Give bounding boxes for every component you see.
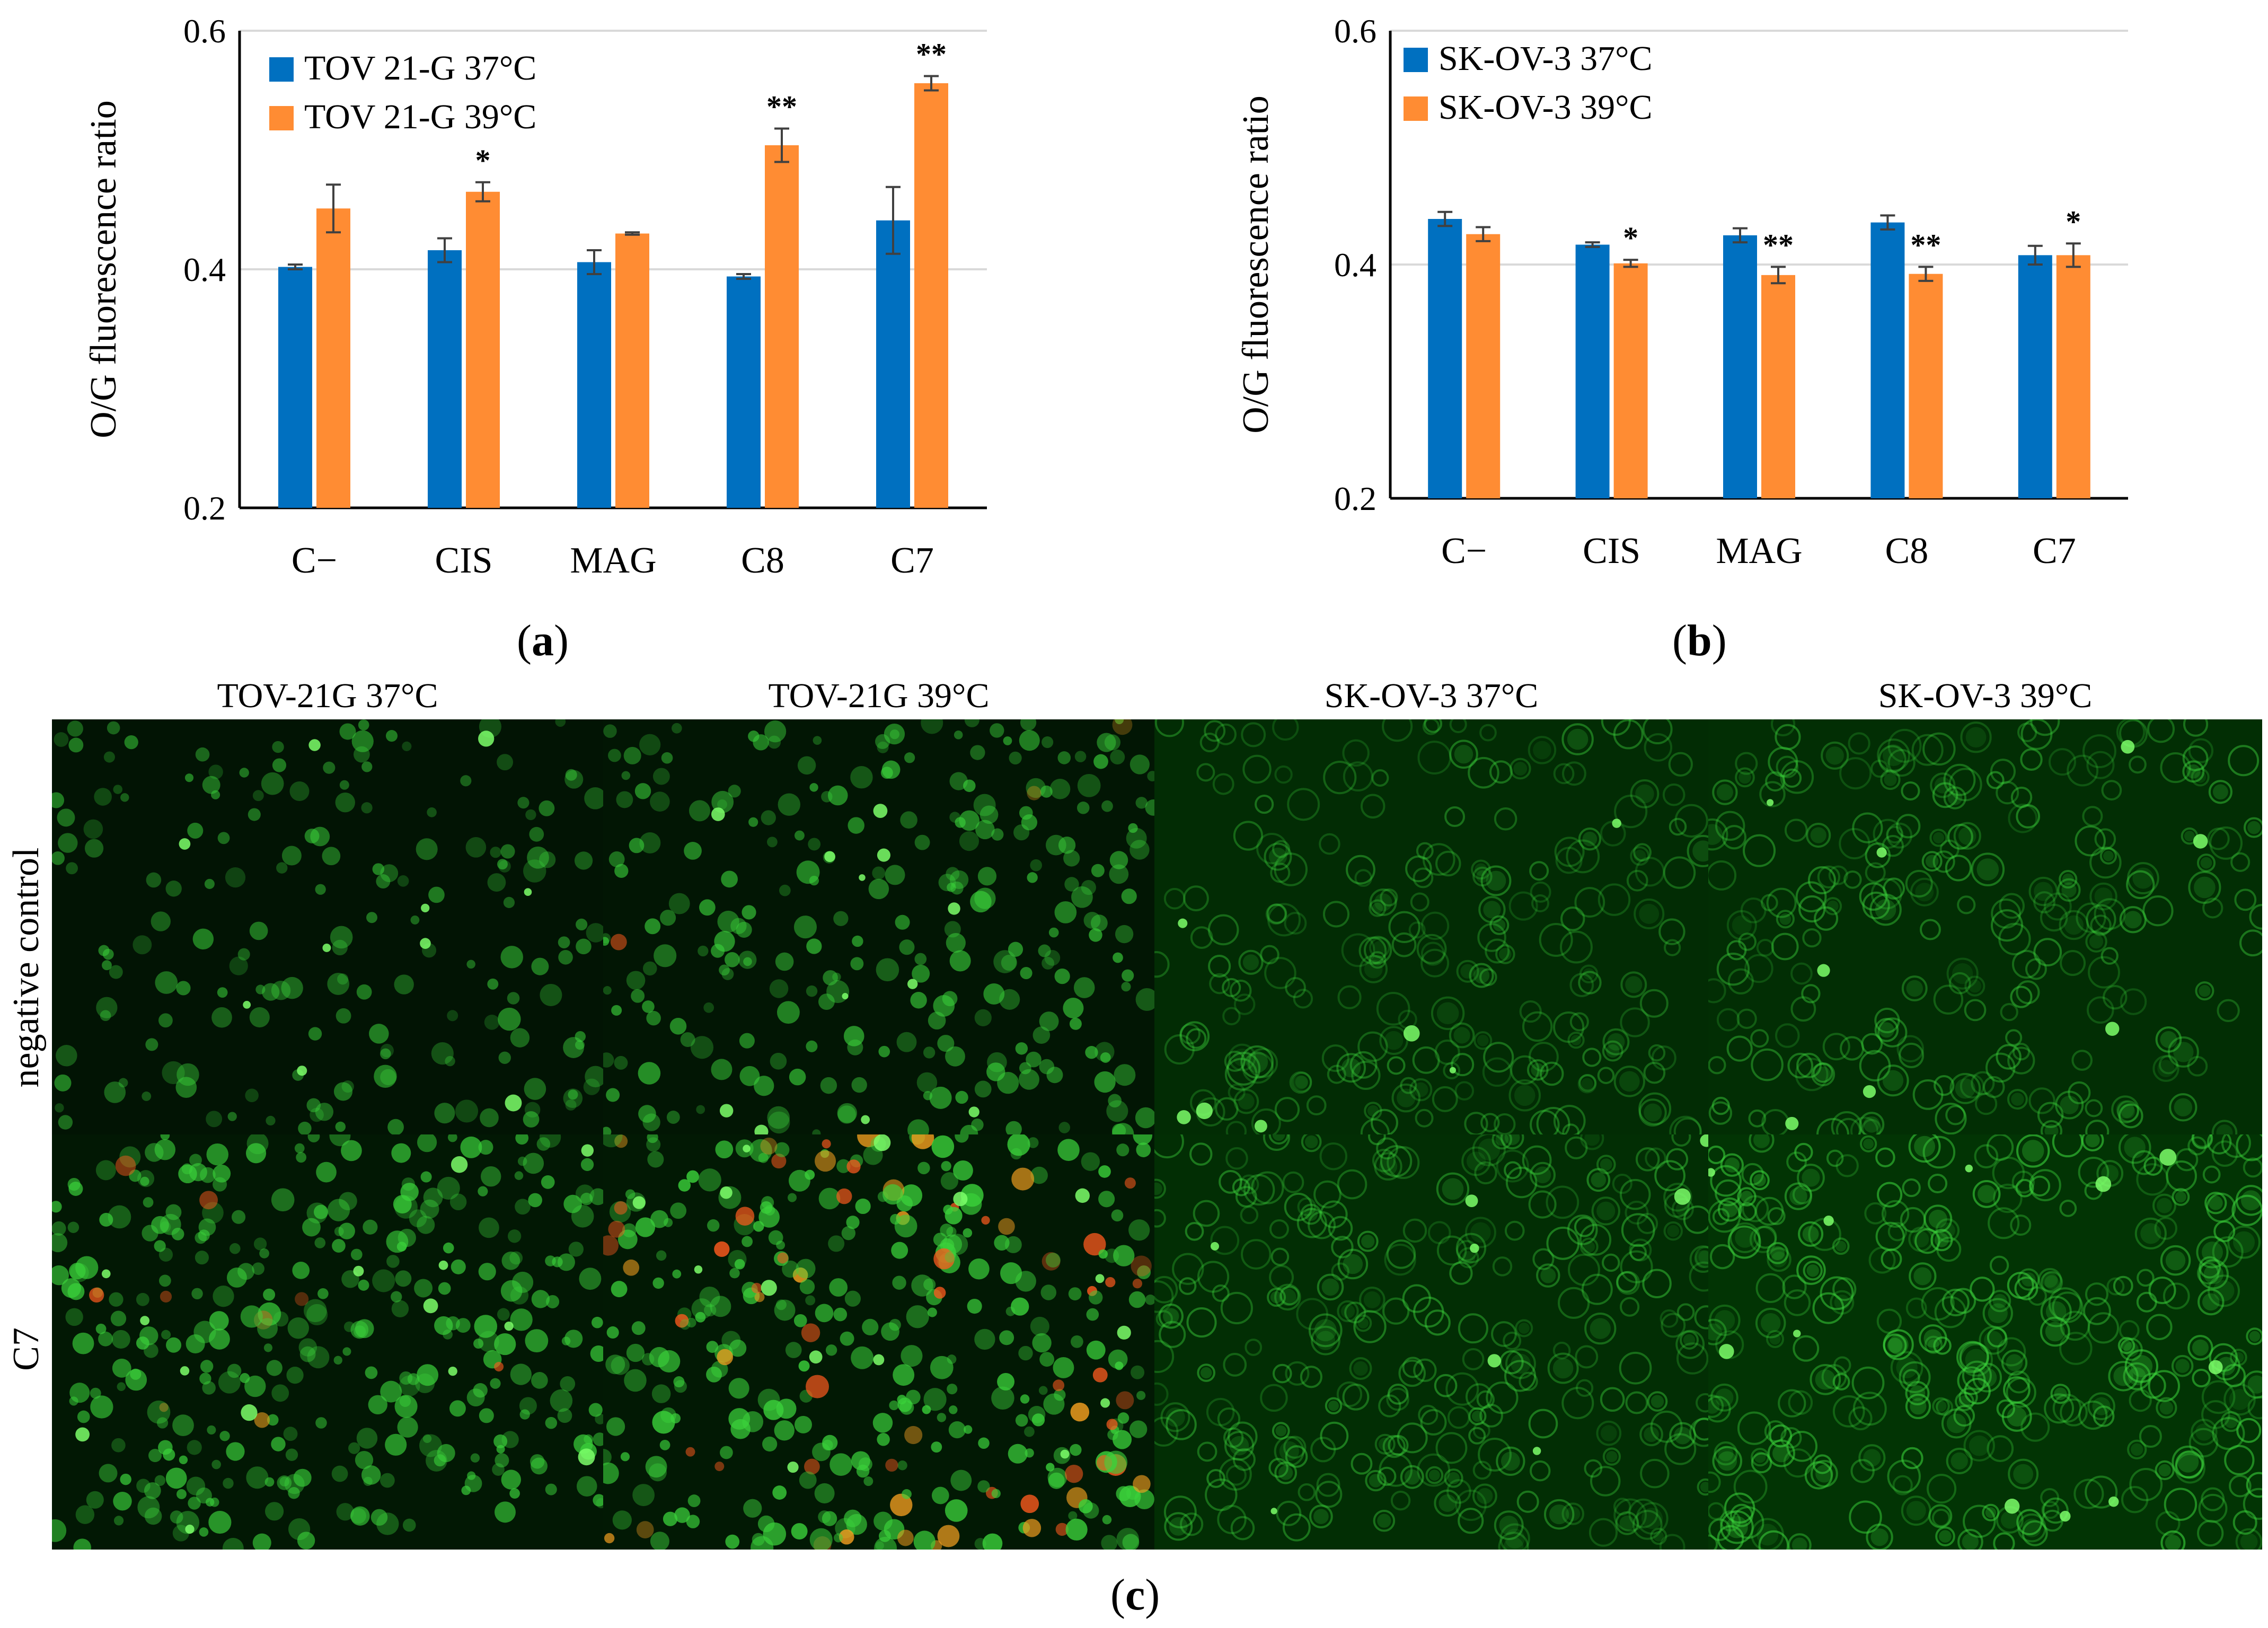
y-tick-label-0: 0.2 [183, 489, 226, 527]
y-axis-label: O/G fluorescence ratio [1236, 95, 1276, 434]
significance-s1-1: * [1623, 221, 1638, 255]
column-title-1: TOV-21G 37°C [217, 676, 438, 715]
y-tick-label-1: 0.4 [1334, 246, 1376, 284]
chart-a: 0.2 0.4 0.6 O/G fluorescence ratio C− * CIS MAG… [83, 12, 987, 581]
significance-s1-3: ** [1910, 227, 1941, 262]
micrograph-background [52, 719, 603, 1134]
x-tick-label-0: C− [292, 540, 337, 581]
panel-label-c: (c) [1110, 1570, 1160, 1620]
bar-s0-0 [1428, 219, 1462, 498]
panel-label-a: (a) [517, 616, 569, 665]
micrograph-tov-37-neg [52, 719, 603, 1134]
x-tick-label-2: MAG [570, 540, 656, 581]
cell-group [603, 719, 1154, 1134]
bar-s0-3 [727, 276, 761, 508]
cell-group [603, 1134, 1154, 1550]
micrograph-background [1708, 719, 2262, 1134]
cell-group [1708, 1134, 2262, 1550]
bar-s1-3 [765, 145, 799, 508]
legend-swatch-0 [1404, 48, 1428, 72]
x-tick-label-2: MAG [1716, 531, 1802, 571]
bar-s1-1 [1613, 263, 1648, 498]
bar-s0-4 [2018, 255, 2052, 498]
x-tick-label-1: CIS [1583, 531, 1640, 571]
significance-s1-3: ** [766, 90, 797, 124]
micrograph-tov-39-neg [603, 719, 1154, 1134]
bar-s1-0 [1466, 234, 1501, 498]
cell-group [52, 1134, 603, 1550]
x-tick-label-4: C7 [890, 540, 934, 581]
micrograph-sk-37-neg [1154, 719, 1708, 1134]
bar-s0-0 [278, 267, 312, 508]
x-tick-label-4: C7 [2033, 531, 2076, 571]
micrograph-background [52, 1134, 603, 1550]
x-tick-label-0: C− [1441, 531, 1487, 571]
column-title-2: TOV-21G 39°C [768, 676, 990, 715]
legend-swatch-1 [269, 106, 294, 130]
cell-group [52, 719, 603, 1134]
legend-label-1: TOV 21-G 39°C [304, 98, 536, 136]
row-label-c7: C7 [6, 1327, 47, 1371]
x-tick-label-1: CIS [435, 540, 493, 581]
x-tick-label-3: C8 [1885, 531, 1929, 571]
bar-s0-1 [1575, 244, 1610, 498]
legend-swatch-0 [269, 57, 294, 82]
bar-s1-1 [466, 191, 500, 508]
legend-swatch-1 [1404, 96, 1428, 121]
legend-label-1: SK-OV-3 39°C [1439, 88, 1653, 127]
micrograph-tov-37-c7 [52, 1134, 603, 1550]
y-tick-label-0: 0.2 [1334, 480, 1376, 517]
y-tick-label-2: 0.6 [183, 12, 226, 50]
y-tick-label-2: 0.6 [1334, 12, 1376, 50]
micrograph-sk-37-c7 [1154, 1134, 1708, 1550]
y-axis-label: O/G fluorescence ratio [83, 100, 124, 438]
significance-s1-4: ** [916, 37, 947, 72]
bar-s1-0 [316, 208, 350, 508]
significance-s1-4: * [2066, 204, 2081, 239]
x-tick-label-3: C8 [741, 540, 784, 581]
bar-s1-2 [1761, 275, 1795, 498]
micrograph-tov-39-c7 [603, 1134, 1154, 1550]
bar-s0-4 [876, 220, 910, 508]
bar-s0-2 [577, 262, 611, 508]
chart-b: 0.2 0.4 0.6 O/G fluorescence ratio C− * CIS ** M… [1236, 12, 2128, 571]
bar-s1-3 [1909, 274, 1943, 498]
micrograph-background [1154, 719, 1708, 1134]
micrograph-background [1708, 1134, 2262, 1550]
bar-s1-4 [914, 83, 948, 508]
cell-group [1154, 1134, 1708, 1550]
micrograph-sk-39-neg [1708, 719, 2262, 1134]
cell-group [1154, 719, 1708, 1134]
bar-s0-2 [1723, 235, 1757, 498]
panel-label-b: (b) [1672, 616, 1727, 665]
y-tick-label-1: 0.4 [183, 251, 226, 288]
column-title-4: SK-OV-3 39°C [1878, 676, 2093, 715]
bar-s1-2 [615, 233, 649, 508]
legend-label-0: TOV 21-G 37°C [304, 49, 536, 87]
micrograph-sk-39-c7 [1708, 1134, 2262, 1550]
significance-s1-2: ** [1763, 227, 1794, 262]
micrograph-background [603, 719, 1154, 1134]
legend-label-0: SK-OV-3 37°C [1439, 39, 1653, 78]
micrograph-background [1154, 1134, 1708, 1550]
bar-s0-3 [1870, 222, 1905, 498]
row-label-negative-control: negative control [6, 847, 47, 1088]
column-title-3: SK-OV-3 37°C [1324, 676, 1539, 715]
cell-group [1708, 719, 2262, 1134]
bar-s0-1 [428, 250, 462, 508]
significance-s1-1: * [475, 143, 491, 178]
bar-s1-4 [2056, 255, 2090, 498]
